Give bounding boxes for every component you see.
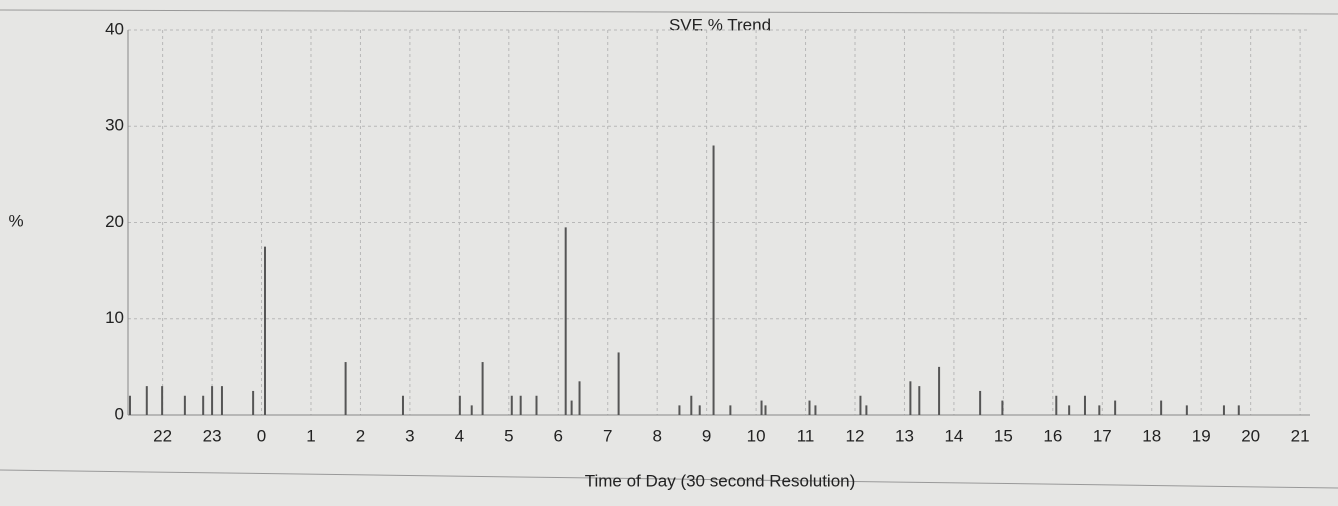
x-tick-label: 22: [153, 426, 172, 445]
y-tick-label: 40: [105, 19, 124, 38]
x-tick-label: 12: [846, 426, 865, 445]
x-tick-label: 15: [994, 426, 1013, 445]
y-tick-label: 20: [105, 212, 124, 231]
x-tick-label: 0: [257, 426, 266, 445]
x-axis-label: Time of Day (30 second Resolution): [585, 471, 856, 490]
x-tick-label: 13: [895, 426, 914, 445]
x-tick-label: 3: [405, 426, 414, 445]
x-tick-label: 21: [1291, 426, 1310, 445]
y-tick-label: 10: [105, 308, 124, 327]
x-tick-label: 2: [356, 426, 365, 445]
x-tick-label: 5: [504, 426, 513, 445]
x-tick-label: 10: [747, 426, 766, 445]
frame-top: [0, 9, 1338, 15]
frame-bottom: [0, 469, 1338, 489]
x-tick-label: 16: [1043, 426, 1062, 445]
x-tick-label: 23: [203, 426, 222, 445]
x-tick-label: 9: [702, 426, 711, 445]
x-tick-label: 18: [1142, 426, 1161, 445]
x-tick-label: 19: [1192, 426, 1211, 445]
x-tick-label: 20: [1241, 426, 1260, 445]
y-tick-label: 0: [115, 404, 124, 423]
x-tick-label: 11: [797, 426, 815, 445]
x-tick-label: 17: [1093, 426, 1112, 445]
x-tick-label: 7: [603, 426, 612, 445]
y-tick-label: 30: [105, 116, 124, 135]
x-tick-label: 1: [306, 426, 315, 445]
x-tick-label: 4: [455, 426, 464, 445]
x-tick-label: 14: [944, 426, 963, 445]
y-axis-label: %: [8, 211, 23, 230]
x-tick-label: 6: [554, 426, 563, 445]
x-tick-label: 8: [652, 426, 661, 445]
